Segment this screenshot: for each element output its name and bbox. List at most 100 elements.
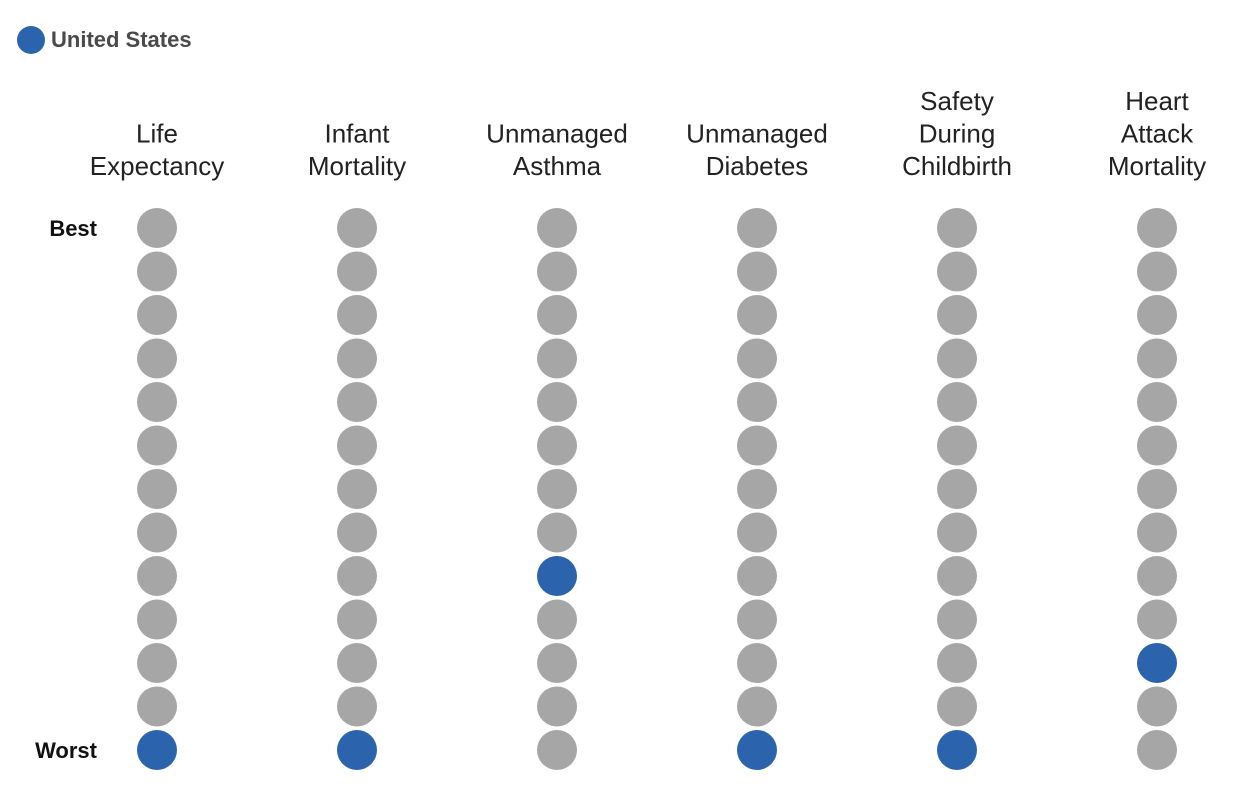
rank-dot (137, 208, 177, 248)
us-rank-dot (137, 730, 177, 770)
rank-dot (737, 251, 777, 292)
rank-dot (1137, 295, 1177, 335)
rank-dot (337, 556, 377, 596)
rank-dot (1137, 686, 1177, 727)
rank-dot (737, 599, 777, 640)
rank-dot (137, 338, 177, 379)
rank-dot (337, 469, 377, 509)
rank-dot (337, 382, 377, 422)
column-title-line: Heart (1125, 86, 1189, 116)
rank-dot (537, 425, 577, 466)
rank-dot (1137, 469, 1177, 509)
rank-dot (937, 469, 977, 509)
rank-dot (937, 599, 977, 640)
rank-dot (937, 425, 977, 466)
us-rank-dot (737, 730, 777, 770)
rank-dot (1137, 338, 1177, 379)
rank-dot (737, 686, 777, 727)
us-rank-dot (1137, 643, 1177, 683)
rank-dot (337, 208, 377, 248)
rank-dot (937, 208, 977, 248)
rank-dot (937, 382, 977, 422)
rank-dot (337, 686, 377, 727)
rank-dot (337, 251, 377, 292)
rank-dot (337, 643, 377, 683)
worst-label: Worst (35, 738, 98, 763)
column-title-line: Safety (920, 86, 994, 116)
rank-dot (137, 469, 177, 509)
column-title-line: Asthma (513, 151, 602, 181)
rank-dot (937, 512, 977, 553)
column-title-line: Expectancy (90, 151, 224, 181)
rank-dot (737, 556, 777, 596)
rank-dot (337, 295, 377, 335)
rank-dot (337, 338, 377, 379)
rank-dot (1137, 599, 1177, 640)
rank-dot (537, 512, 577, 553)
legend-swatch (17, 26, 45, 54)
rank-dot (737, 208, 777, 248)
rank-dot (337, 425, 377, 466)
column-title: Heart Attack Mortality (1108, 86, 1206, 181)
rank-dot (937, 686, 977, 727)
legend-label: United States (51, 27, 192, 52)
rank-dot (1137, 251, 1177, 292)
rank-dot (737, 643, 777, 683)
rank-dot (937, 338, 977, 379)
rank-dot (537, 730, 577, 770)
rank-dot (737, 469, 777, 509)
rank-dot (137, 382, 177, 422)
column-title-line: Childbirth (902, 151, 1012, 181)
best-label: Best (49, 216, 97, 241)
column-title-line: Unmanaged (686, 119, 828, 149)
rank-dot (737, 425, 777, 466)
rank-dot (537, 251, 577, 292)
rank-dot (537, 295, 577, 335)
rank-dot (537, 208, 577, 248)
rank-dot (137, 425, 177, 466)
rank-dot (537, 469, 577, 509)
rank-dot (137, 556, 177, 596)
column-title: Infant Mortality (308, 119, 406, 182)
rank-dot (537, 686, 577, 727)
rank-dot (137, 295, 177, 335)
column-title: Unmanaged Asthma (486, 119, 628, 182)
rank-dot (937, 251, 977, 292)
column-title-line: Attack (1121, 119, 1194, 149)
column-title-line: Diabetes (706, 151, 809, 181)
column-title-line: Infant (324, 119, 390, 149)
column-title-line: Unmanaged (486, 119, 628, 149)
rank-dot (1137, 208, 1177, 248)
rank-dot (1137, 382, 1177, 422)
us-rank-dot (937, 730, 977, 770)
rank-dot (1137, 425, 1177, 466)
rank-dot (737, 382, 777, 422)
rank-dot (137, 512, 177, 553)
column-title: Life Expectancy (90, 119, 224, 182)
rank-dot (737, 512, 777, 553)
us-rank-dot (537, 556, 577, 596)
rank-dots (137, 208, 1177, 770)
rank-dot (137, 599, 177, 640)
rank-dot (537, 643, 577, 683)
column-title-line: Mortality (308, 151, 406, 181)
column-title: Unmanaged Diabetes (686, 119, 828, 182)
rank-dot (737, 338, 777, 379)
rank-dot (1137, 730, 1177, 770)
rank-dot (1137, 556, 1177, 596)
rank-dot (537, 599, 577, 640)
rank-dot (137, 686, 177, 727)
rank-dot (537, 338, 577, 379)
rank-dot (137, 251, 177, 292)
rank-dot (337, 599, 377, 640)
legend: United States (17, 26, 192, 54)
column-title-line: Life (136, 119, 178, 149)
rank-dot (937, 556, 977, 596)
rank-dot (137, 643, 177, 683)
rank-dot (337, 512, 377, 553)
column-title-line: Mortality (1108, 151, 1206, 181)
rank-dot (1137, 512, 1177, 553)
rank-labels: Best Worst (35, 216, 98, 763)
